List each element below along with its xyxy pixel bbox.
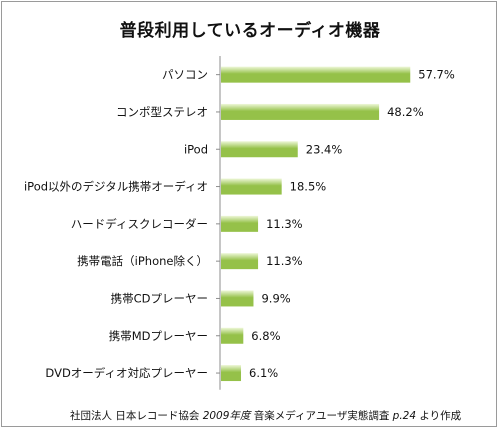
bar — [221, 103, 380, 120]
value-label: 18.5% — [290, 180, 327, 194]
category-label: iPod — [184, 142, 208, 156]
value-label: 6.1% — [249, 366, 278, 380]
category-label: 携帯MDプレーヤー — [109, 329, 208, 343]
category-label: 携帯CDプレーヤー — [111, 291, 208, 305]
category-label: 携帯電話（iPhone除く） — [77, 254, 208, 268]
bar — [221, 141, 298, 158]
category-label: パソコン — [162, 68, 208, 82]
value-label: 9.9% — [261, 291, 290, 305]
source-suffix: より作成 — [416, 410, 462, 422]
value-label: 23.4% — [306, 142, 343, 156]
bar — [221, 290, 254, 307]
value-label: 11.3% — [266, 217, 303, 231]
bar — [221, 253, 259, 270]
bar — [221, 365, 242, 382]
source-page: p.24 — [392, 410, 417, 422]
value-label: 11.3% — [266, 254, 303, 268]
bar — [221, 66, 411, 83]
source-note: 社団法人 日本レコード協会 2009年度 音楽メディアユーザ実態調査 p.24 … — [70, 408, 461, 423]
value-label: 6.8% — [251, 329, 280, 343]
bar — [221, 327, 244, 344]
category-label: コンポ型ステレオ — [116, 105, 208, 119]
source-year: 2009年度 — [202, 410, 251, 422]
chart-title: 普段利用しているオーディオ機器 — [119, 21, 381, 41]
bar — [221, 215, 259, 232]
category-label: DVDオーディオ対応プレーヤー — [45, 366, 208, 380]
category-label: iPod以外のデジタル携帯オーディオ — [24, 180, 208, 194]
bar — [221, 178, 282, 195]
source-survey: 音楽メディアユーザ実態調査 — [250, 410, 393, 422]
category-label: ハードディスクレコーダー — [71, 217, 208, 231]
source-org: 社団法人 日本レコード協会 — [70, 410, 203, 422]
value-label: 48.2% — [387, 105, 424, 119]
value-label: 57.7% — [418, 68, 455, 82]
